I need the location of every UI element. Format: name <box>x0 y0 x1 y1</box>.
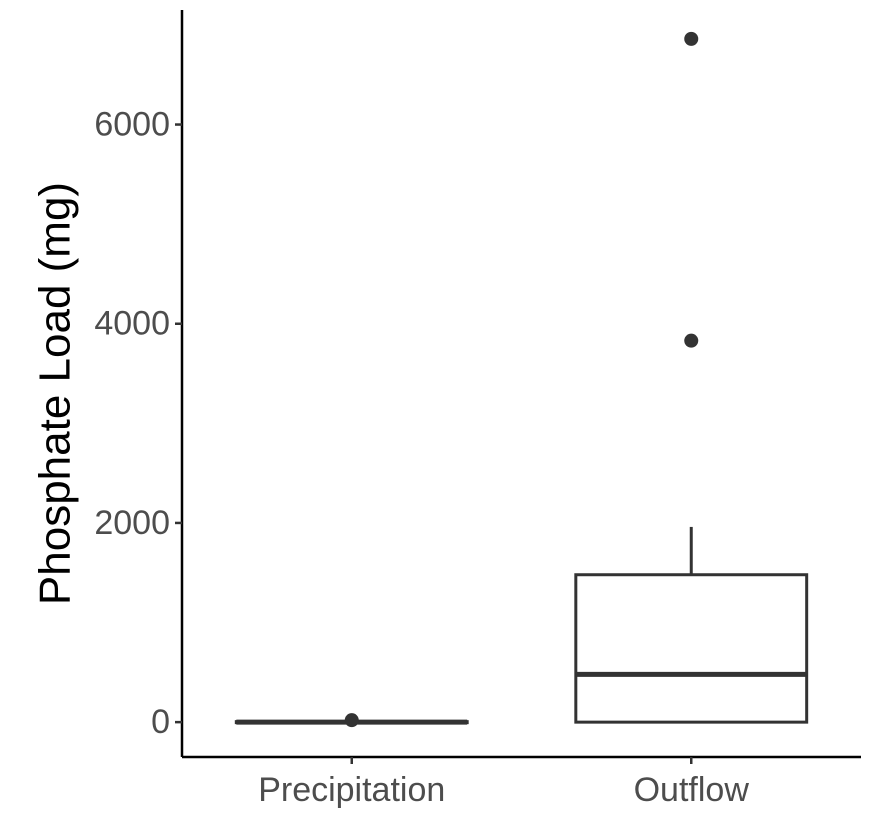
x-axis-ticks: Precipitation Outflow <box>258 757 749 809</box>
interquartile-box <box>574 573 809 724</box>
y-axis-ticks: 0 2000 4000 6000 <box>94 106 182 741</box>
y-tick-label: 0 <box>151 703 170 741</box>
outlier-point <box>684 31 699 46</box>
y-tick-label: 4000 <box>94 305 170 343</box>
plot-marks <box>234 31 809 728</box>
x-tick-label: Outflow <box>634 771 750 809</box>
box-precipitation <box>234 713 469 728</box>
box-outflow <box>574 31 809 724</box>
x-tick-label: Precipitation <box>258 771 445 809</box>
y-axis-title: Phosphate Load (mg) <box>31 182 80 605</box>
y-tick-label: 2000 <box>94 504 170 542</box>
outlier-point <box>684 333 699 348</box>
y-tick-label: 6000 <box>94 106 170 144</box>
outlier-point <box>344 713 359 728</box>
